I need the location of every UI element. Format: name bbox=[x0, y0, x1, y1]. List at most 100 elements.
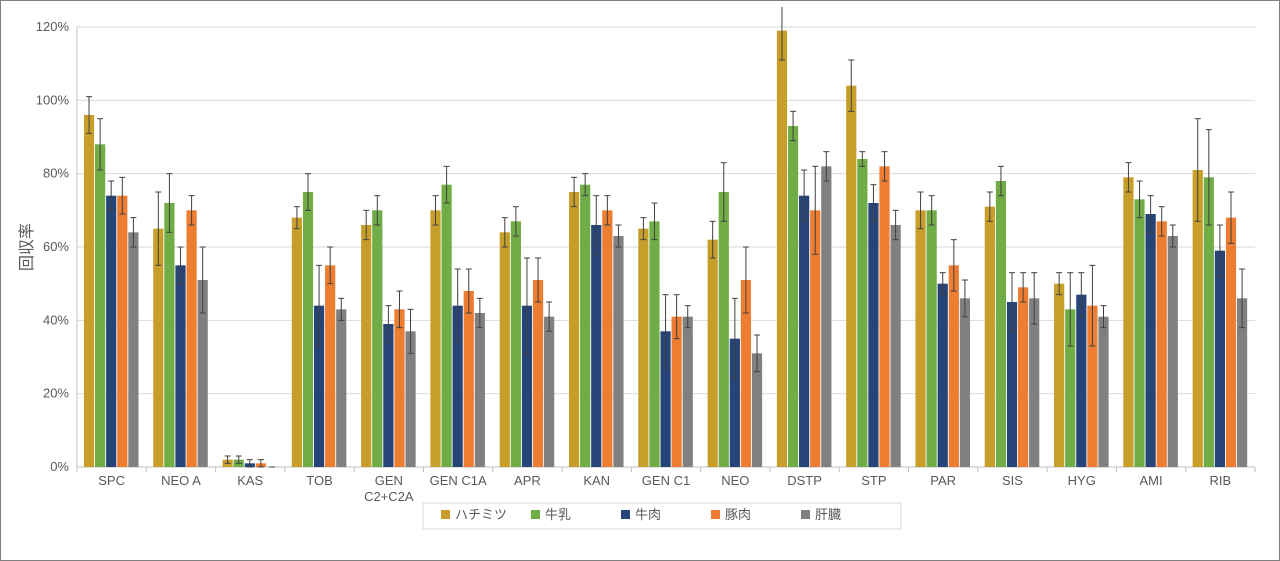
bar bbox=[1098, 317, 1108, 467]
bar bbox=[649, 221, 659, 467]
bar bbox=[1168, 236, 1178, 467]
x-tick-label: SPC bbox=[98, 473, 125, 488]
legend-label: ハチミツ bbox=[455, 507, 507, 522]
legend-label: 肝臓 bbox=[815, 507, 841, 522]
x-tick-label: STP bbox=[861, 473, 886, 488]
bar bbox=[1157, 221, 1167, 467]
bar bbox=[533, 280, 543, 467]
bar bbox=[927, 210, 937, 467]
bar bbox=[602, 210, 612, 467]
x-tick-label: KAN bbox=[583, 473, 610, 488]
bar bbox=[580, 185, 590, 467]
bar bbox=[569, 192, 579, 467]
recovery-bar-chart: 0% 20% 40% 60% 80% 100% 120% 回収率 SPC NEO A KAS TOB G… bbox=[7, 7, 1273, 554]
bar bbox=[95, 144, 105, 467]
chart-frame: 0% 20% 40% 60% 80% 100% 120% 回収率 SPC NEO A KAS TOB G… bbox=[0, 0, 1280, 561]
x-tick-label: GEN C1A bbox=[430, 473, 487, 488]
bar bbox=[996, 181, 1006, 467]
bar bbox=[719, 192, 729, 467]
bar bbox=[383, 324, 393, 467]
bar bbox=[1226, 218, 1236, 467]
x-tick-label: KAS bbox=[237, 473, 263, 488]
x-tick-label: GEN C1 bbox=[642, 473, 690, 488]
bar bbox=[799, 196, 809, 467]
x-tick-label: TOB bbox=[306, 473, 333, 488]
bar bbox=[106, 196, 116, 467]
bar bbox=[186, 210, 196, 467]
bar bbox=[868, 203, 878, 467]
bar bbox=[117, 196, 127, 467]
y-tick-label: 120% bbox=[36, 19, 70, 34]
y-tick-label: 40% bbox=[43, 312, 69, 327]
bar bbox=[683, 317, 693, 467]
legend-swatch bbox=[441, 510, 450, 519]
bar bbox=[441, 185, 451, 467]
bar bbox=[891, 225, 901, 467]
legend-label: 牛肉 bbox=[635, 507, 661, 522]
bar bbox=[1054, 284, 1064, 467]
bar bbox=[336, 309, 346, 467]
x-tick-label: C2+C2A bbox=[364, 489, 414, 504]
bar bbox=[361, 225, 371, 467]
y-tick-label: 0% bbox=[50, 459, 69, 474]
x-tick-label: NEO A bbox=[161, 473, 201, 488]
bar bbox=[1146, 214, 1156, 467]
bar bbox=[613, 236, 623, 467]
bar bbox=[949, 265, 959, 467]
y-tick-label: 100% bbox=[36, 92, 70, 107]
bar bbox=[164, 203, 174, 467]
legend-label: 牛乳 bbox=[545, 507, 571, 522]
legend-swatch bbox=[711, 510, 720, 519]
x-tick-label: HYG bbox=[1068, 473, 1096, 488]
bar bbox=[175, 265, 185, 467]
y-axis-title: 回収率 bbox=[18, 223, 36, 271]
bar bbox=[1076, 295, 1086, 467]
bar bbox=[511, 221, 521, 467]
bar bbox=[960, 298, 970, 467]
bar bbox=[857, 159, 867, 467]
legend-swatch bbox=[531, 510, 540, 519]
bar bbox=[430, 210, 440, 467]
bar bbox=[464, 291, 474, 467]
bar bbox=[325, 265, 335, 467]
bar bbox=[544, 317, 554, 467]
bar bbox=[846, 86, 856, 467]
x-tick-label: GEN bbox=[375, 473, 403, 488]
bar bbox=[1018, 287, 1028, 467]
legend-label: 豚肉 bbox=[725, 507, 751, 522]
bar bbox=[84, 115, 94, 467]
x-tick-label: APR bbox=[514, 473, 541, 488]
bar bbox=[394, 309, 404, 467]
bar bbox=[938, 284, 948, 467]
bar bbox=[821, 166, 831, 467]
legend-swatch bbox=[801, 510, 810, 519]
bar bbox=[672, 317, 682, 467]
bar bbox=[879, 166, 889, 467]
x-tick-label: AMI bbox=[1139, 473, 1162, 488]
bar bbox=[777, 31, 787, 467]
bar bbox=[788, 126, 798, 467]
bar bbox=[372, 210, 382, 467]
x-tick-label: PAR bbox=[930, 473, 956, 488]
bar bbox=[475, 313, 485, 467]
bar bbox=[915, 210, 925, 467]
x-tick-label: DSTP bbox=[787, 473, 822, 488]
bar bbox=[1134, 199, 1144, 467]
bar bbox=[708, 240, 718, 467]
bar bbox=[292, 218, 302, 467]
bar bbox=[1215, 251, 1225, 467]
y-tick-label: 60% bbox=[43, 239, 69, 254]
x-tick-label: RIB bbox=[1210, 473, 1232, 488]
x-tick-label: NEO bbox=[721, 473, 749, 488]
bar bbox=[1123, 177, 1133, 467]
bar bbox=[985, 207, 995, 467]
bar bbox=[638, 229, 648, 467]
bar bbox=[303, 192, 313, 467]
bar bbox=[500, 232, 510, 467]
y-tick-label: 80% bbox=[43, 166, 69, 181]
x-tick-label: SIS bbox=[1002, 473, 1023, 488]
bar bbox=[591, 225, 601, 467]
y-tick-label: 20% bbox=[43, 386, 69, 401]
bar bbox=[128, 232, 138, 467]
legend-swatch bbox=[621, 510, 630, 519]
